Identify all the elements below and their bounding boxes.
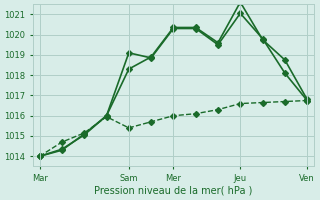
X-axis label: Pression niveau de la mer( hPa ): Pression niveau de la mer( hPa ) — [94, 186, 252, 196]
